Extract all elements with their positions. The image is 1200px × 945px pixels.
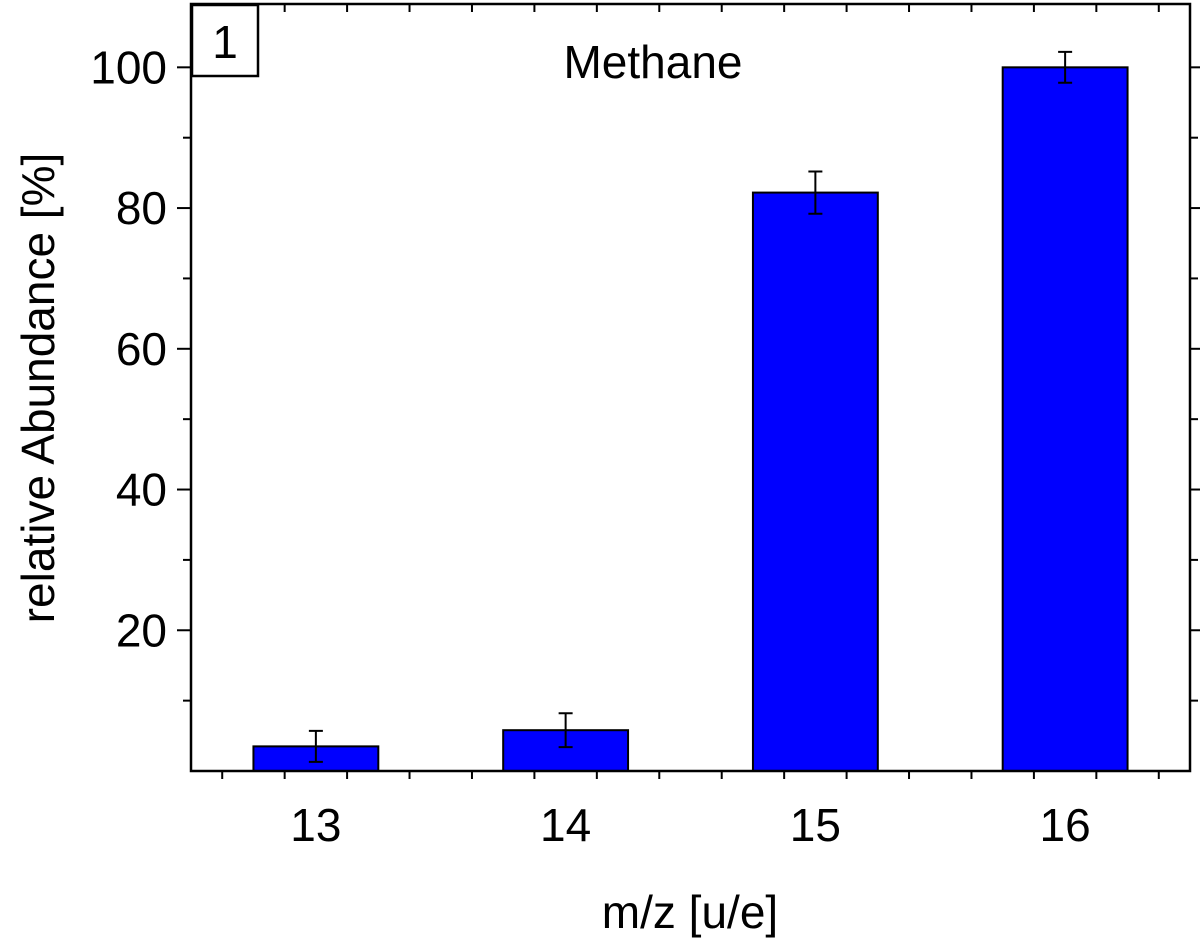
x-tick-label: 13: [290, 799, 341, 851]
bar-15: [751, 191, 879, 772]
error-bar-14: [558, 712, 573, 749]
x-axis-title: m/z [u/e]: [602, 886, 778, 938]
bars: [252, 66, 1129, 773]
x-tick-label: 15: [790, 799, 841, 851]
x-tick-label: 16: [1040, 799, 1091, 851]
y-tick-label: 80: [116, 182, 167, 234]
axis-ticks: [177, 4, 1200, 779]
y-axis-title: relative Abundance [%]: [12, 153, 64, 624]
y-tick-label: 20: [116, 604, 167, 656]
x-tick-labels: 13 14 15 16: [290, 799, 1090, 851]
error-bar-15: [808, 170, 823, 215]
y-tick-labels: 20 40 60 80 100: [90, 41, 167, 656]
chart-title: Methane: [563, 36, 742, 88]
y-tick-label: 40: [116, 464, 167, 516]
y-tick-label: 100: [90, 41, 167, 93]
plot-frame: [189, 2, 1192, 773]
y-tick-label: 60: [116, 323, 167, 375]
error-bar-16: [1058, 50, 1073, 84]
bar-16: [1001, 66, 1129, 773]
error-bar-13: [308, 729, 323, 763]
panel-label: 1: [212, 16, 238, 68]
panel-label-box: [190, 3, 260, 78]
x-tick-label: 14: [540, 799, 591, 851]
error-bars: [308, 50, 1073, 763]
